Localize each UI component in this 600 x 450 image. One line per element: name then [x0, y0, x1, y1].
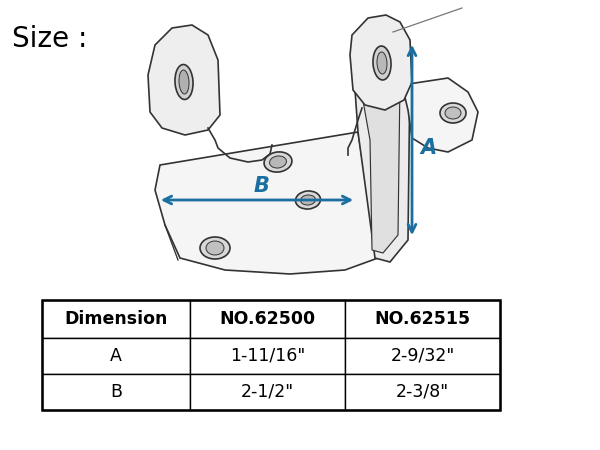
Text: A: A: [420, 138, 436, 158]
Bar: [42, 300, 190, 338]
Ellipse shape: [175, 64, 193, 99]
Polygon shape: [353, 45, 410, 262]
Text: 2-1/2": 2-1/2": [241, 383, 294, 401]
Ellipse shape: [269, 156, 286, 168]
Ellipse shape: [373, 46, 391, 80]
Bar: [345, 338, 500, 374]
Bar: [345, 300, 500, 338]
Ellipse shape: [377, 52, 387, 74]
Ellipse shape: [179, 70, 189, 94]
Text: B: B: [254, 176, 270, 196]
Bar: [190, 338, 345, 374]
Ellipse shape: [206, 241, 224, 255]
Text: NO.62500: NO.62500: [220, 310, 316, 328]
Bar: [190, 374, 345, 410]
Ellipse shape: [440, 103, 466, 123]
Ellipse shape: [296, 191, 320, 209]
Bar: [345, 374, 500, 410]
Text: Size :: Size :: [12, 25, 88, 53]
Polygon shape: [360, 58, 400, 253]
Text: 1-11/16": 1-11/16": [230, 347, 305, 365]
Ellipse shape: [200, 237, 230, 259]
Ellipse shape: [301, 195, 316, 205]
Text: 2-9/32": 2-9/32": [391, 347, 455, 365]
Text: 2-3/8": 2-3/8": [396, 383, 449, 401]
Bar: [42, 300, 500, 410]
Bar: [190, 300, 345, 338]
Polygon shape: [402, 78, 478, 152]
Polygon shape: [155, 132, 378, 274]
Text: NO.62515: NO.62515: [374, 310, 470, 328]
Text: Dimension: Dimension: [64, 310, 167, 328]
Bar: [42, 338, 190, 374]
Ellipse shape: [445, 107, 461, 119]
Bar: [42, 374, 190, 410]
Text: A: A: [110, 347, 122, 365]
Polygon shape: [148, 25, 220, 135]
Text: B: B: [110, 383, 122, 401]
Ellipse shape: [264, 152, 292, 172]
Polygon shape: [350, 15, 412, 110]
